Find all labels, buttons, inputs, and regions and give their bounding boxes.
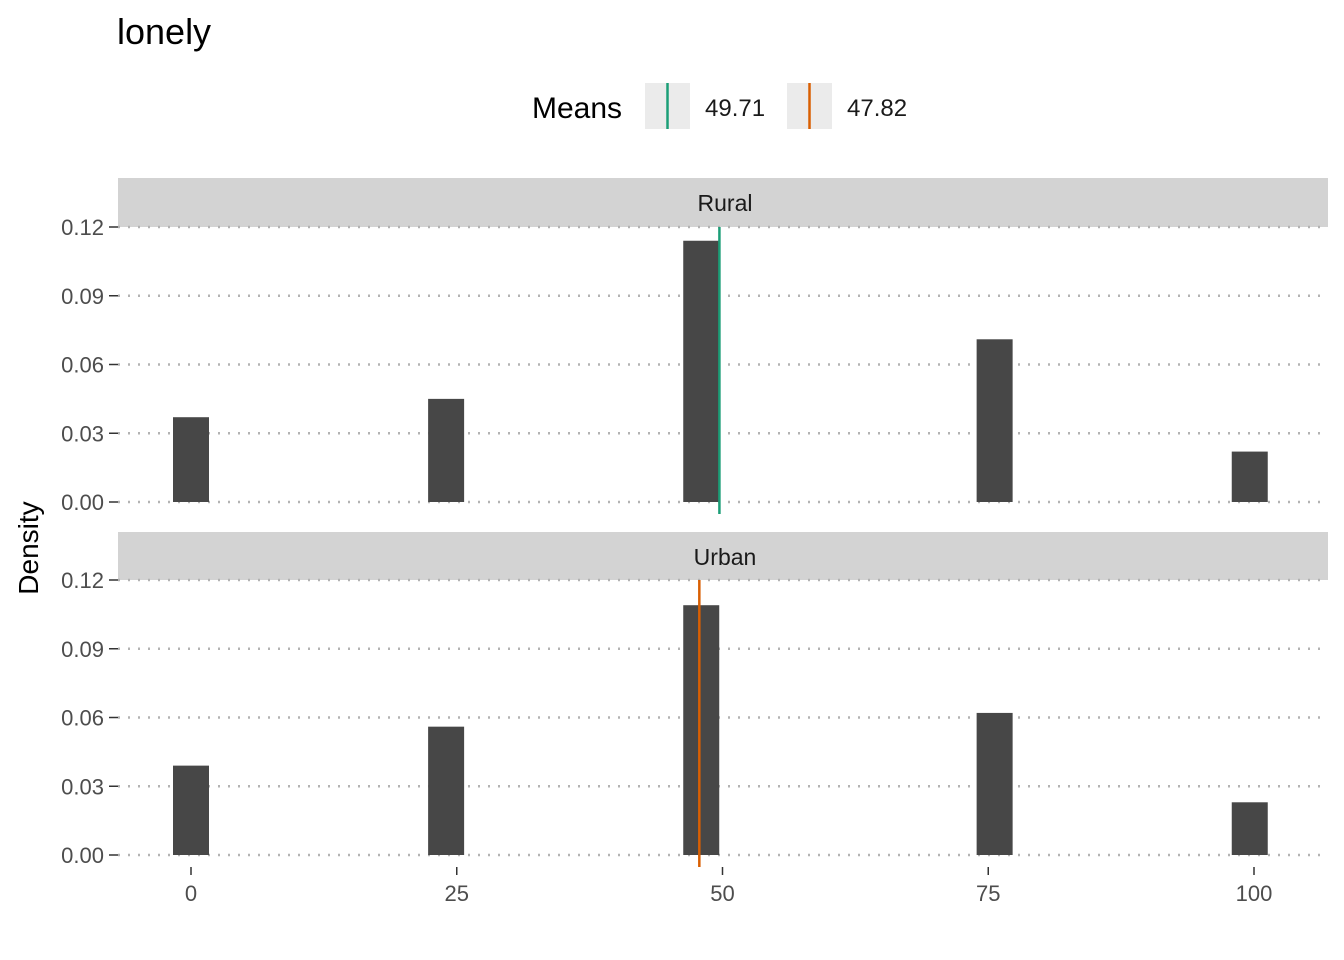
bar <box>976 712 1013 855</box>
y-tick-label: 0.00 <box>61 490 104 515</box>
facet-strip-label: Rural <box>698 190 753 216</box>
x-tick-label: 25 <box>445 881 469 906</box>
x-tick-label: 100 <box>1236 881 1273 906</box>
bar <box>428 726 465 855</box>
x-tick-label: 50 <box>710 881 734 906</box>
facet-strip <box>118 532 1328 580</box>
legend-label-2: 47.82 <box>847 95 907 122</box>
y-axis-label: Density <box>13 501 44 594</box>
x-axis: 0 25 50 75 100 <box>185 867 1272 906</box>
y-tick-label: 0.06 <box>61 706 104 731</box>
bar <box>173 417 209 502</box>
legend: Means 49.71 47.82 <box>532 83 907 129</box>
bar <box>683 240 720 502</box>
y-tick-label: 0.03 <box>61 774 104 799</box>
legend-title: Means <box>532 92 622 125</box>
bar <box>683 605 720 855</box>
bar <box>976 339 1013 502</box>
x-tick-label: 0 <box>185 881 197 906</box>
y-tick-label: 0.06 <box>61 353 104 378</box>
facet-strip <box>118 178 1328 227</box>
bar <box>1231 802 1268 855</box>
y-tick-label: 0.09 <box>61 284 104 309</box>
facet-strip-label: Urban <box>694 544 757 570</box>
y-tick-label: 0.09 <box>61 637 104 662</box>
y-tick-label: 0.00 <box>61 843 104 868</box>
y-tick-label: 0.12 <box>61 215 104 240</box>
bar <box>428 398 465 502</box>
chart-title: lonely <box>117 11 211 52</box>
y-tick-label: 0.03 <box>61 421 104 446</box>
legend-label-1: 49.71 <box>705 95 765 122</box>
facet-panels: Rural 0.00 0.03 0.06 0.09 0.12 Urban 0.00 0.03 0.… <box>61 178 1328 868</box>
panel-rural: Rural 0.00 0.03 0.06 0.09 0.12 <box>61 178 1328 515</box>
bar <box>1231 451 1268 502</box>
x-tick-label: 75 <box>976 881 1000 906</box>
y-tick-label: 0.12 <box>61 568 104 593</box>
bar <box>173 765 209 855</box>
panel-urban: Urban 0.00 0.03 0.06 0.09 0.12 <box>61 532 1328 868</box>
